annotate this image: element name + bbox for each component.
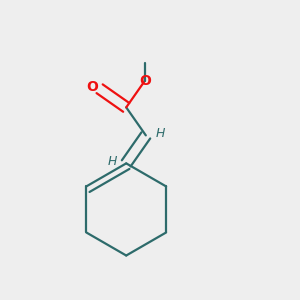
Text: O: O [86, 80, 98, 94]
Text: H: H [107, 155, 117, 168]
Text: H: H [155, 128, 165, 140]
Text: O: O [139, 74, 151, 88]
